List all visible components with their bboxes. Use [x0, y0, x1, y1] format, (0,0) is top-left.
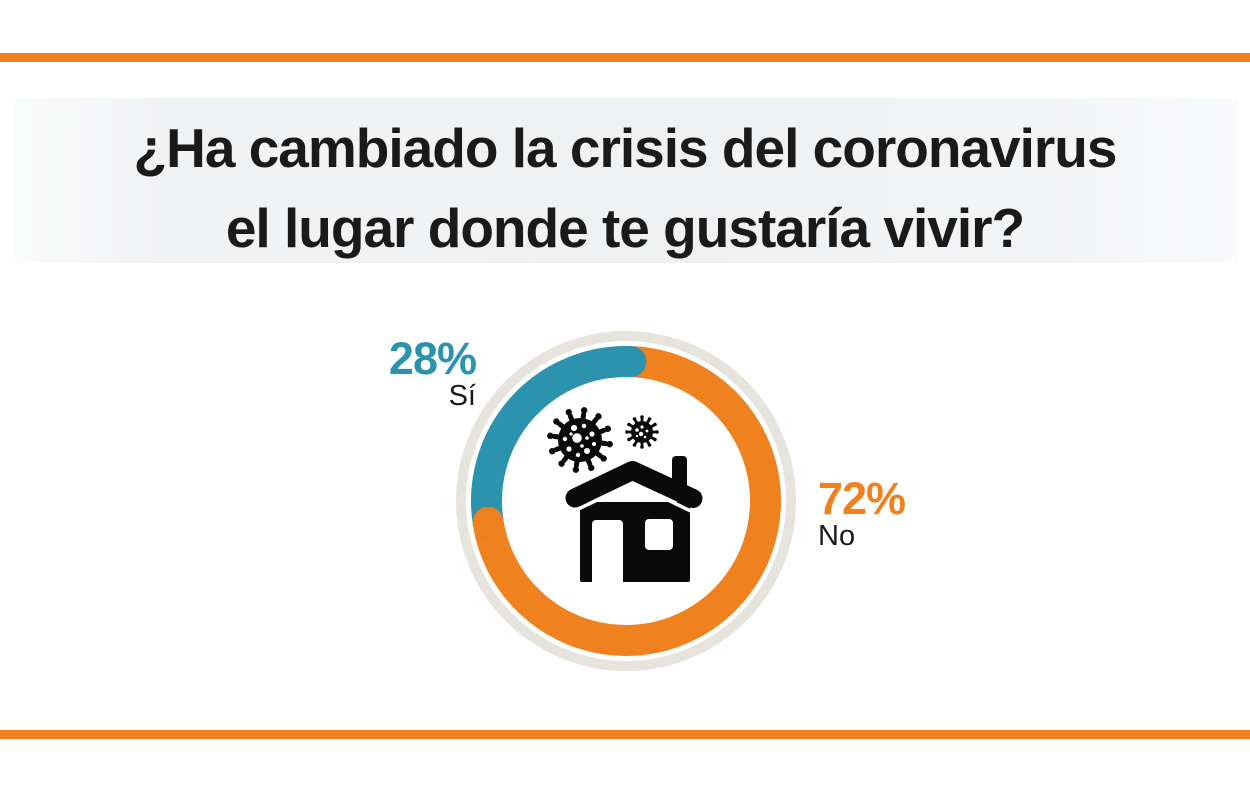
page-title-line2: el lugar donde te gustaría vivir? — [225, 197, 1025, 259]
house-roof — [565, 461, 703, 508]
title-background-box — [13, 98, 1237, 263]
house-window — [645, 519, 673, 550]
top-accent-bar — [0, 53, 1250, 62]
legend-no: 72% No — [818, 473, 906, 552]
coronavirus-icon-large — [547, 407, 613, 473]
donut-chart — [456, 331, 796, 671]
bottom-accent-bar — [0, 730, 1250, 739]
house-door — [592, 520, 623, 586]
donut-segment-no-endcap — [472, 506, 504, 538]
house-icon — [565, 456, 703, 586]
coronavirus-small-body — [631, 421, 653, 443]
legend-si: 28% Sí — [388, 333, 477, 412]
legend-si-percent: 28% — [388, 333, 477, 384]
coronavirus-small-dots — [635, 425, 649, 439]
page-title-line1: ¿Ha cambiado la crisis del coronavirus — [133, 117, 1118, 179]
house-roofline-highlight — [569, 481, 698, 516]
legend-no-label: No — [818, 520, 856, 552]
legend-si-label: Sí — [448, 380, 476, 412]
coronavirus-large-dots — [562, 423, 596, 458]
donut-segment-no — [472, 346, 781, 656]
donut-segment-si — [471, 346, 647, 538]
coronavirus-icon-small — [625, 415, 659, 449]
donut-plate-ring — [456, 331, 796, 671]
page-title: ¿Ha cambiado la crisis del coronavirus e… — [0, 108, 1250, 268]
legend-no-percent: 72% — [818, 473, 906, 524]
